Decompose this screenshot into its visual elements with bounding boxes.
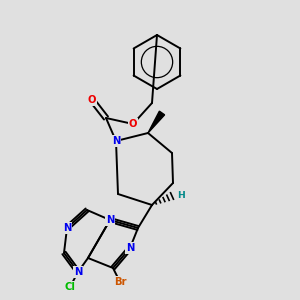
Polygon shape (148, 111, 165, 133)
Text: N: N (126, 243, 134, 253)
Text: N: N (74, 267, 82, 277)
Text: Cl: Cl (64, 282, 75, 292)
Text: Br: Br (114, 277, 126, 287)
Text: N: N (63, 223, 71, 233)
Text: N: N (112, 136, 120, 146)
Text: O: O (129, 119, 137, 129)
Text: H: H (177, 191, 185, 200)
Text: O: O (88, 95, 96, 105)
Text: N: N (106, 215, 114, 225)
